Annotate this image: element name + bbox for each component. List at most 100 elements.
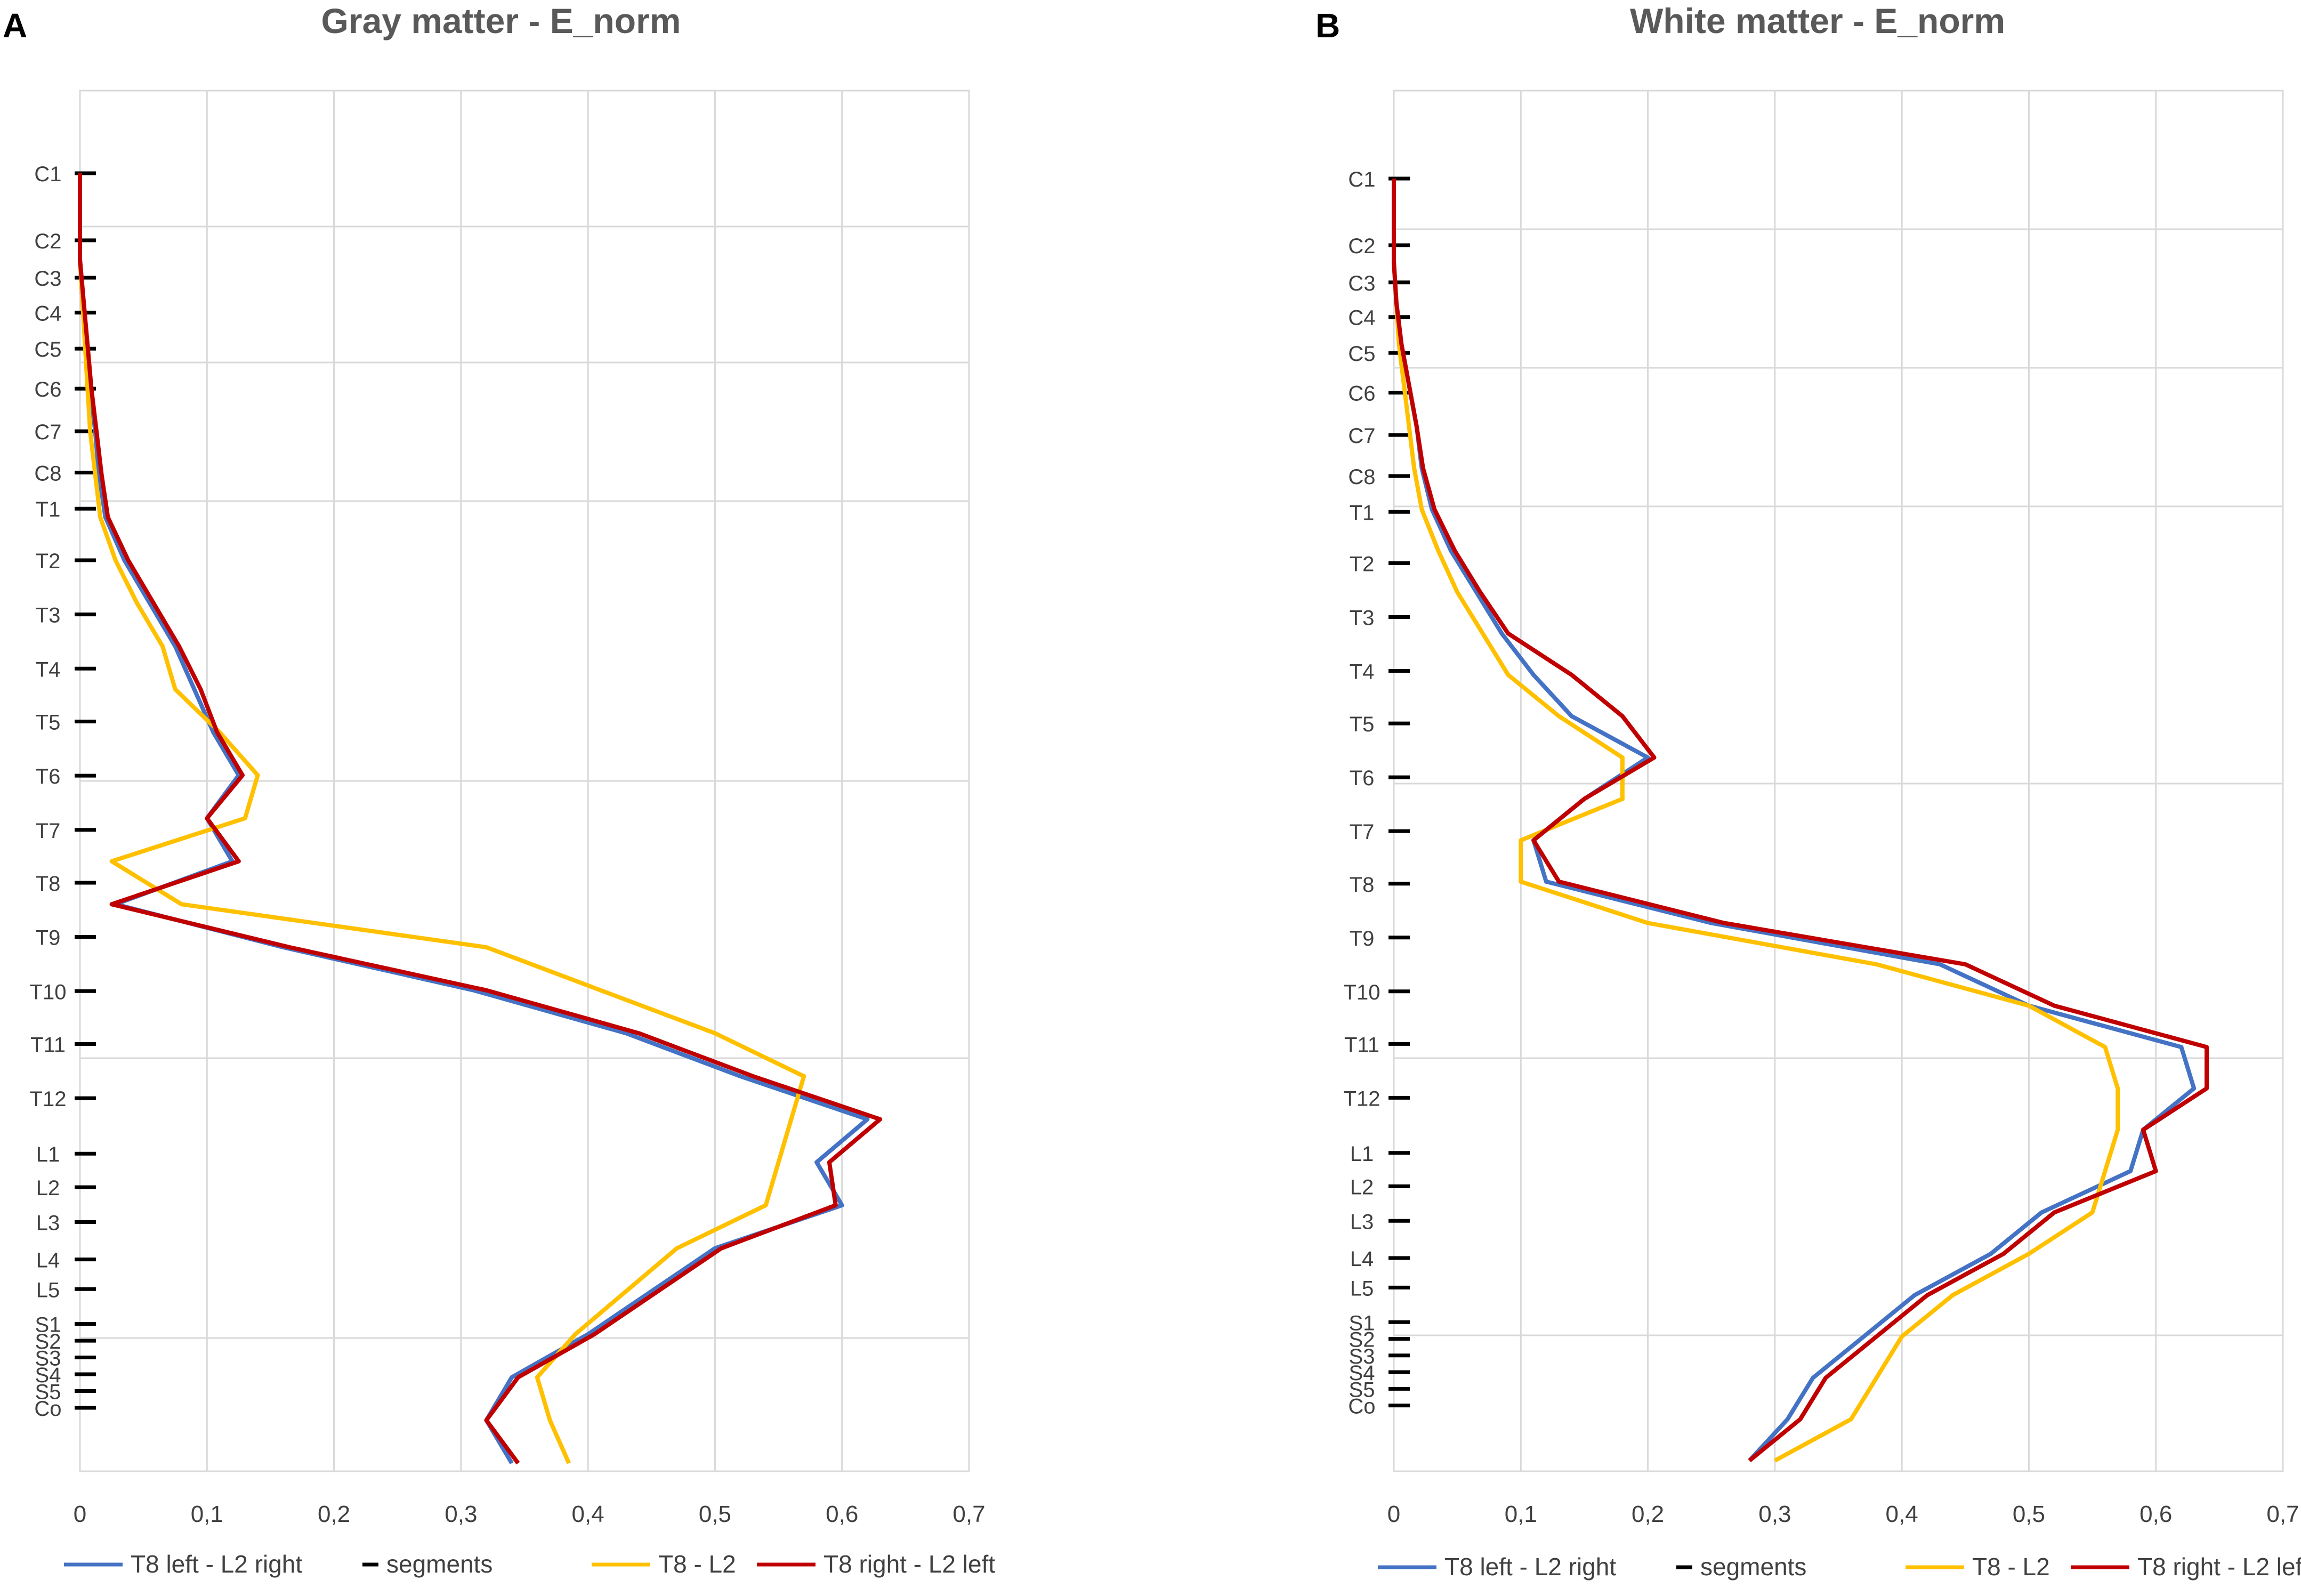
segment-label: L2: [36, 1176, 60, 1200]
segment-label: T9: [36, 926, 61, 950]
segment-label: T4: [1350, 660, 1375, 684]
segment-label: S4: [35, 1364, 61, 1387]
x-tick-label: 0,3: [445, 1501, 477, 1527]
segment-label: S5: [1349, 1378, 1375, 1401]
segment-label: L1: [36, 1143, 60, 1166]
segment-label: T4: [36, 658, 61, 681]
segment-label: L1: [1350, 1142, 1374, 1166]
segment-label: S2: [35, 1330, 61, 1353]
segment-label: C3: [34, 267, 61, 291]
segment-label: C5: [1348, 342, 1375, 366]
segment-label: T5: [1350, 713, 1375, 736]
legend-label: T8 left - L2 right: [131, 1550, 302, 1578]
segment-label: T6: [1350, 767, 1375, 790]
segment-label: C1: [34, 163, 61, 186]
segment-label: Co: [34, 1397, 61, 1421]
segment-label: C7: [34, 421, 61, 444]
segment-label: T12: [1344, 1087, 1380, 1110]
segment-label: L4: [36, 1249, 60, 1272]
panel-letter: A: [3, 6, 27, 45]
segment-label: S1: [1349, 1311, 1375, 1335]
segment-label: T10: [1344, 981, 1380, 1004]
x-tick-label: 0: [74, 1501, 86, 1527]
x-tick-label: 0,4: [572, 1501, 604, 1527]
x-tick-label: 0,7: [2266, 1501, 2299, 1527]
segment-label: C8: [1348, 465, 1375, 489]
segment-label: S3: [1349, 1345, 1375, 1368]
segment-label: C3: [1348, 272, 1375, 295]
series-line: [1392, 179, 2120, 1463]
segment-label: L5: [1350, 1277, 1374, 1300]
segment-label: C2: [34, 230, 61, 253]
segment-label: T7: [1350, 820, 1375, 844]
segment-label: Co: [1348, 1395, 1375, 1418]
segment-label: S4: [1349, 1361, 1375, 1385]
segment-label: T11: [30, 1034, 66, 1057]
x-tick-label: 0,1: [1505, 1501, 1537, 1527]
panel-a: A Gray matter - E_norm 0 0,1 0,2 0,3 0,4 0,5 0…: [3, 1, 995, 1578]
series-line: [1392, 179, 2209, 1463]
segment-label: C1: [1348, 168, 1375, 191]
segment-label: T2: [1350, 553, 1375, 576]
x-tick-label: 0,3: [1758, 1501, 1791, 1527]
x-tick-label: 0,5: [699, 1501, 731, 1527]
segment-label: L3: [36, 1211, 60, 1235]
plot-frame: [1393, 90, 2284, 1472]
segment-label: T10: [30, 980, 67, 1004]
x-tick-label: 0,4: [1886, 1501, 1918, 1527]
segment-label: T2: [36, 550, 61, 573]
chart-title: Gray matter - E_norm: [321, 1, 681, 41]
segment-label: T7: [36, 819, 61, 843]
series-line: [78, 173, 870, 1465]
segment-label: T1: [1350, 501, 1375, 525]
legend-label: T8 right - L2 left: [823, 1550, 995, 1578]
legend-label: T8 right - L2 left: [2137, 1553, 2301, 1581]
x-tick-label: 0,1: [191, 1501, 223, 1527]
legend-label: T8 - L2: [658, 1550, 736, 1578]
legend-label: T8 - L2: [1972, 1553, 2050, 1581]
series-line: [1392, 179, 2197, 1462]
segment-label: C4: [34, 302, 61, 325]
segment-label: L5: [36, 1278, 60, 1302]
x-tick-label: 0,5: [2013, 1501, 2045, 1527]
segment-label: S2: [1349, 1328, 1375, 1352]
segment-label: C6: [34, 378, 61, 401]
segment-label: T9: [1350, 927, 1375, 950]
x-tick-label: 0,2: [318, 1501, 350, 1527]
legend-label: segments: [386, 1550, 493, 1578]
x-tick-label: 0: [1387, 1501, 1400, 1527]
panel-letter: B: [1315, 6, 1340, 45]
segment-label: T11: [1344, 1033, 1379, 1057]
segment-label: C4: [1348, 307, 1375, 330]
segment-label: T12: [30, 1087, 67, 1111]
x-tick-label: 0,2: [1632, 1501, 1664, 1527]
segment-label: T8: [1350, 873, 1375, 897]
segment-label: L4: [1350, 1247, 1374, 1271]
x-tick-label: 0,6: [826, 1501, 858, 1527]
segment-label: L3: [1350, 1210, 1374, 1234]
series-line: [78, 173, 883, 1465]
chart-title: White matter - E_norm: [1630, 1, 2005, 41]
segment-label: C6: [1348, 382, 1375, 406]
segment-label: S3: [35, 1347, 61, 1371]
segment-label: T8: [36, 872, 61, 896]
segment-label: C5: [34, 338, 61, 361]
legend-label: T8 left - L2 right: [1444, 1553, 1616, 1581]
x-tick-label: 0,6: [2139, 1501, 2172, 1527]
segment-label: S5: [35, 1380, 61, 1404]
segment-label: L2: [1350, 1175, 1374, 1199]
segment-label: T3: [36, 604, 61, 627]
segment-label: T1: [36, 498, 61, 521]
series-line: [78, 173, 806, 1464]
segment-label: S1: [35, 1313, 61, 1337]
x-tick-label: 0,7: [952, 1501, 985, 1527]
panel-b: B White matter - E_norm 0 0,1 0,2 0,3 0,4 0,5…: [1315, 1, 2301, 1581]
segment-label: T6: [36, 765, 61, 788]
legend-label: segments: [1700, 1553, 1806, 1581]
segment-label: C8: [34, 462, 61, 485]
segment-label: C2: [1348, 235, 1375, 258]
segment-label: T3: [1350, 607, 1375, 630]
segment-label: T5: [36, 711, 61, 735]
segment-label: C7: [1348, 424, 1375, 448]
